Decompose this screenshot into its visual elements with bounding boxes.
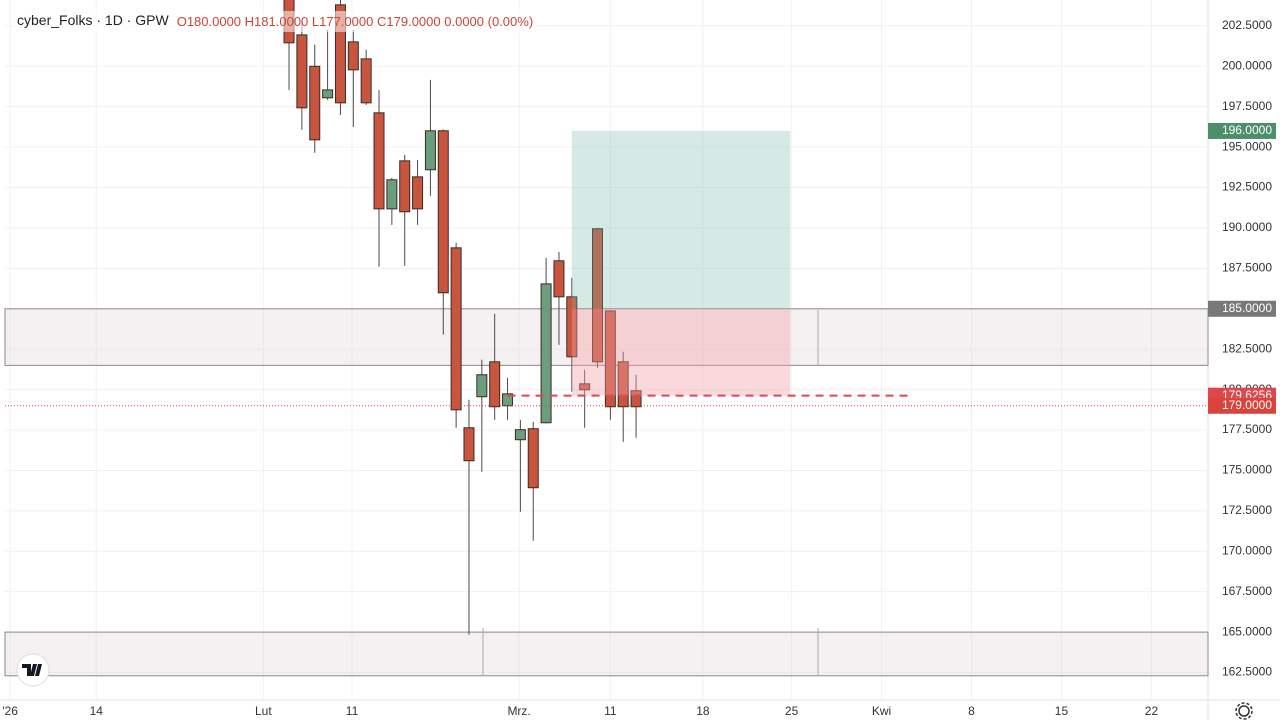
price-label-text: 179.0000 xyxy=(1222,398,1272,412)
x-tick-label: 15 xyxy=(1055,704,1069,718)
price-label: 196.0000 xyxy=(1208,122,1276,139)
candle-body xyxy=(373,112,385,210)
y-tick-label: 175.0000 xyxy=(1222,463,1272,477)
y-tick-label: 177.5000 xyxy=(1222,422,1272,436)
candle-body xyxy=(617,361,629,408)
x-tick-label: 11 xyxy=(604,704,617,718)
candle-body xyxy=(540,283,552,424)
candle-body xyxy=(322,89,334,99)
y-tick-label: 172.5000 xyxy=(1222,503,1272,517)
candle-body xyxy=(489,361,501,408)
ohlc-change: 0.0000 (0.00%) xyxy=(444,14,534,29)
y-tick-label: 187.5000 xyxy=(1222,261,1272,275)
ohlc-low: L177.0000 xyxy=(311,14,374,29)
candle-body xyxy=(502,393,514,407)
candle-body xyxy=(399,160,411,213)
position-target-zone xyxy=(571,130,791,309)
tv-logo xyxy=(16,653,50,687)
y-tick-label: 182.5000 xyxy=(1222,341,1272,355)
y-tick-label: 200.0000 xyxy=(1222,58,1272,72)
candle-body xyxy=(630,390,642,408)
candle-body xyxy=(347,41,359,71)
price-label-text: 196.0000 xyxy=(1222,123,1272,137)
zone xyxy=(4,631,1209,677)
x-tick-label: 11 xyxy=(346,704,359,718)
candle-body xyxy=(592,228,604,363)
ohlc-close: C179.0000 xyxy=(377,14,441,29)
candle-body xyxy=(566,296,578,358)
x-tick-label: '26 xyxy=(2,704,18,718)
x-tick-label: 8 xyxy=(968,704,975,718)
candle-body xyxy=(450,247,462,411)
candle-body xyxy=(424,130,436,171)
position-stop-zone xyxy=(571,308,791,396)
price-label-box xyxy=(1208,122,1276,139)
candle-body xyxy=(360,58,372,104)
candle-body xyxy=(463,427,475,462)
candle-body xyxy=(309,65,321,141)
x-tick-label: 14 xyxy=(90,704,104,718)
price-label: 179.0000 xyxy=(1208,397,1276,414)
y-tick-label: 165.0000 xyxy=(1222,624,1272,638)
price-label-box xyxy=(1208,397,1276,414)
candle-body xyxy=(527,428,539,489)
y-tick-label: 197.5000 xyxy=(1222,99,1272,113)
y-tick-label: 167.5000 xyxy=(1222,584,1272,598)
candle-body xyxy=(296,34,308,109)
y-tick-label: 170.0000 xyxy=(1222,543,1272,557)
y-tick-label: 195.0000 xyxy=(1222,139,1272,153)
candle-body xyxy=(334,4,346,104)
candle-body xyxy=(437,130,449,294)
y-tick-label: 162.5000 xyxy=(1222,665,1272,679)
x-tick-label: Mrz. xyxy=(507,704,530,718)
price-label-box xyxy=(1208,300,1276,317)
candle-body xyxy=(604,310,616,408)
candle-body xyxy=(553,260,565,298)
candle-body xyxy=(386,179,398,210)
x-tick-label: 22 xyxy=(1145,704,1159,718)
candle-body xyxy=(514,429,526,441)
y-tick-label: 190.0000 xyxy=(1222,220,1272,234)
y-tick-label: 202.5000 xyxy=(1222,18,1272,32)
price-label: 185.0000 xyxy=(1208,300,1276,317)
ohlc-open: O180.0000 xyxy=(176,14,242,29)
ohlc-high: H181.0000 xyxy=(244,14,309,29)
candle-body xyxy=(579,383,591,391)
y-tick-label: 192.5000 xyxy=(1222,180,1272,194)
x-tick-label: 25 xyxy=(785,704,799,718)
legend: cyber_Folks · 1D · GPW O180.0000 H181.00… xyxy=(14,11,537,32)
candle-body xyxy=(476,374,488,398)
candle-body xyxy=(412,176,424,210)
ohlc: O180.0000 H181.0000 L177.0000 C179.0000 … xyxy=(177,12,533,31)
price-axis-bg xyxy=(1208,0,1280,700)
x-tick-label: Kwi xyxy=(872,704,891,718)
price-label-text: 185.0000 xyxy=(1222,301,1272,315)
x-tick-label: 18 xyxy=(696,704,710,718)
symbol-title: cyber_Folks · 1D · GPW xyxy=(17,12,169,28)
settings-icon[interactable] xyxy=(1235,702,1253,720)
x-tick-label: Lut xyxy=(255,704,272,718)
